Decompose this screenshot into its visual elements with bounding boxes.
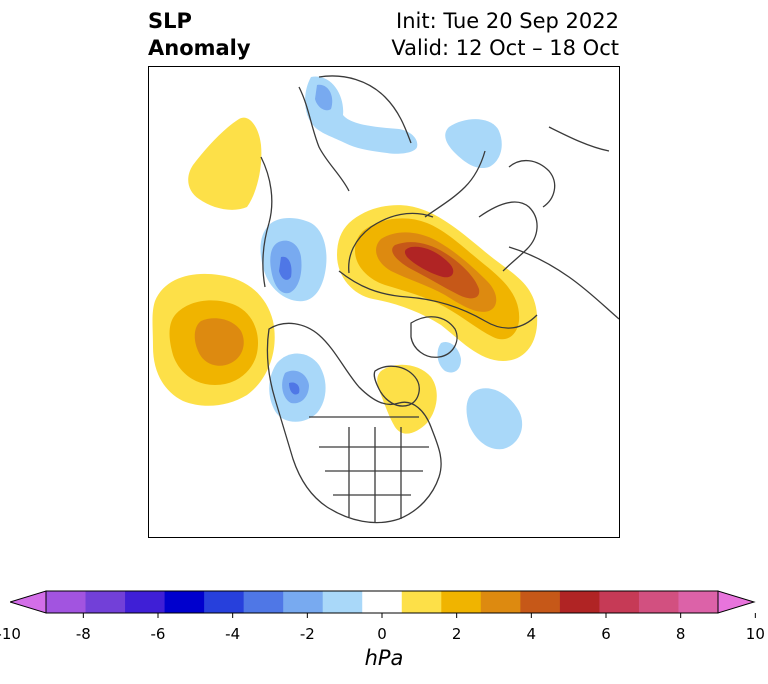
- anomaly-map: [152, 75, 619, 524]
- colorbar-segment: [322, 591, 363, 613]
- colorbar-extend-max: [717, 590, 756, 614]
- colorbar-segment: [125, 591, 166, 613]
- colorbar-tick-label: 6: [601, 625, 611, 643]
- colorbar-tick-label: -2: [299, 625, 315, 643]
- colorbar-extend-min: [10, 590, 47, 614]
- colorbar: [10, 590, 756, 618]
- colorbar-segment: [283, 591, 324, 613]
- anomaly-atlantic-low-south: [466, 388, 523, 450]
- valid-range: Valid: 12 Oct – 18 Oct: [391, 36, 619, 60]
- anomaly-western-canada-low: [260, 218, 327, 302]
- colorbar-ticks: [82, 613, 756, 618]
- colorbar-segment: [520, 591, 561, 613]
- anomaly-barents-high: [337, 205, 538, 361]
- anomaly-siberia-low: [305, 76, 418, 154]
- colorbar-segment: [401, 591, 442, 613]
- colorbar-segment: [480, 591, 521, 613]
- coastlines: [260, 75, 619, 524]
- anomaly-pacific-high-north: [188, 117, 262, 210]
- anomaly-labrador-low: [437, 341, 461, 373]
- anomaly-north-pacific-high: [152, 273, 275, 406]
- map-panel: [148, 66, 620, 538]
- colorbar-tick-label: -8: [75, 625, 91, 643]
- colorbar-segment: [46, 591, 87, 613]
- colorbar-tick-label: 10: [745, 625, 765, 643]
- anomaly-west-coast-low: [269, 353, 326, 422]
- colorbar-segment: [559, 591, 600, 613]
- colorbar-tick-label: -4: [225, 625, 241, 643]
- colorbar-segment: [243, 591, 284, 613]
- colorbar-tick-label: 8: [675, 625, 686, 643]
- anomaly-atlantic-low-north: [445, 119, 502, 169]
- title-variable: SLP: [148, 9, 192, 33]
- map-title: SLP Anomaly: [148, 8, 251, 62]
- colorbar-segment: [678, 591, 719, 613]
- colorbar-segment: [85, 591, 126, 613]
- colorbar-segment: [599, 591, 640, 613]
- colorbar-segment: [638, 591, 679, 613]
- colorbar-unit: hPa: [364, 646, 404, 670]
- colorbar-segment: [164, 591, 205, 613]
- colorbar-tick-label: -6: [150, 625, 166, 643]
- map-dates: Init: Tue 20 Sep 2022 Valid: 12 Oct – 18…: [391, 8, 619, 62]
- title-field: Anomaly: [148, 36, 251, 60]
- colorbar-segment: [362, 591, 403, 613]
- colorbar-tick-label: -10: [0, 625, 21, 643]
- init-date: Init: Tue 20 Sep 2022: [396, 9, 619, 33]
- colorbar-tick-label: 2: [451, 625, 462, 643]
- colorbar-segment: [441, 591, 482, 613]
- colorbar-tick-label: 4: [526, 625, 537, 643]
- colorbar-tick-label: 0: [377, 625, 387, 643]
- colorbar-segment: [204, 591, 245, 613]
- colorbar-segments: [46, 591, 719, 613]
